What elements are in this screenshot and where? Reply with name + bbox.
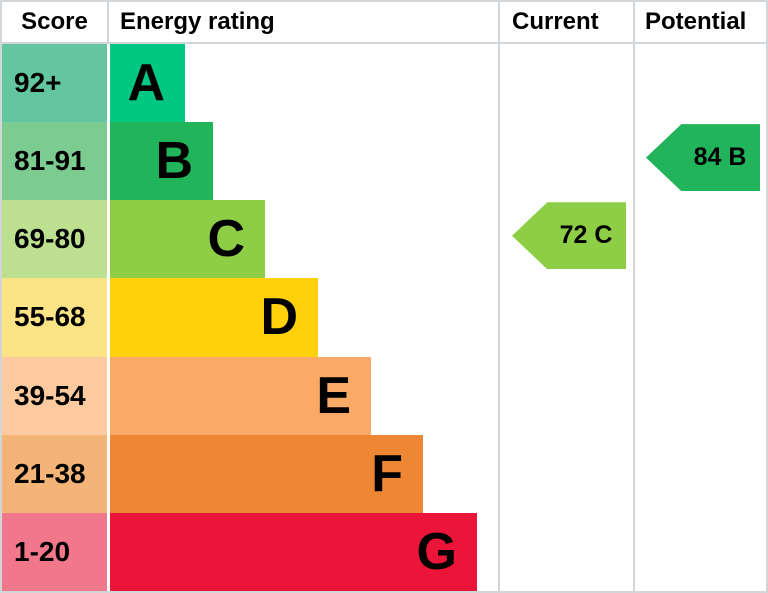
score-range-d: 55-68 xyxy=(2,278,107,357)
header-energy-rating: Energy rating xyxy=(120,8,275,35)
column-gap xyxy=(107,434,110,513)
current-column-divider xyxy=(498,44,500,591)
rating-band-g: G xyxy=(110,512,477,591)
rating-band-d: D xyxy=(110,278,318,357)
score-range-b: 81-91 xyxy=(2,122,107,201)
rating-band-c: C xyxy=(110,200,265,279)
rating-row-d: 55-68 D xyxy=(2,278,766,357)
column-gap xyxy=(107,356,110,435)
score-range-g: 1-20 xyxy=(2,512,107,591)
chart-body: 92+ A 81-91 B 69-80 C 55-68 D 39-54 E 21… xyxy=(2,44,766,591)
column-gap xyxy=(107,278,110,357)
rating-row-e: 39-54 E xyxy=(2,356,766,435)
score-range-a: 92+ xyxy=(2,44,107,123)
score-range-c: 69-80 xyxy=(2,200,107,279)
rating-row-f: 21-38 F xyxy=(2,434,766,513)
score-range-e: 39-54 xyxy=(2,356,107,435)
column-gap xyxy=(107,122,110,201)
potential-column-divider xyxy=(633,44,635,591)
score-range-f: 21-38 xyxy=(2,434,107,513)
rating-band-e: E xyxy=(110,356,371,435)
column-gap xyxy=(107,44,110,123)
rating-row-a: 92+ A xyxy=(2,44,766,123)
rating-row-c: 69-80 C xyxy=(2,200,766,279)
rating-row-b: 81-91 B xyxy=(2,122,766,201)
header-potential: Potential xyxy=(633,2,766,42)
rating-band-b: B xyxy=(110,122,213,201)
header-row: Score Energy rating Current Potential xyxy=(2,2,766,44)
header-current: Current xyxy=(498,2,633,42)
rating-row-g: 1-20 G xyxy=(2,512,766,591)
column-gap xyxy=(107,512,110,591)
header-score: Score xyxy=(2,2,109,42)
rating-band-a: A xyxy=(110,44,185,123)
rating-band-f: F xyxy=(110,434,423,513)
column-gap xyxy=(107,200,110,279)
